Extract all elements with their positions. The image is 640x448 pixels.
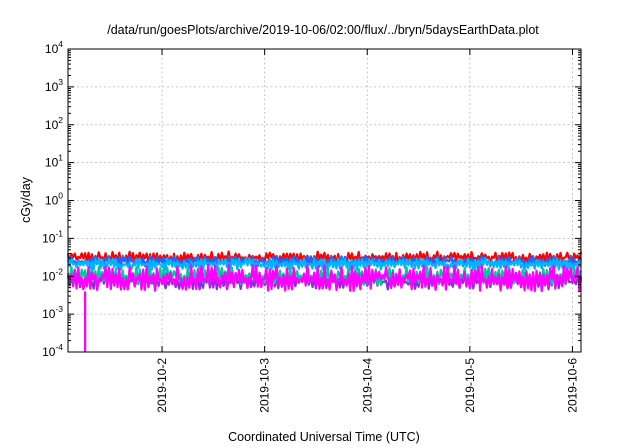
y-tick-label: 102 <box>45 115 63 132</box>
y-tick-label: 10-3 <box>42 304 63 321</box>
series-line <box>66 250 583 265</box>
plot-area <box>66 250 583 352</box>
x-axis-label: Coordinated Universal Time (UTC) <box>228 430 420 444</box>
x-tick-label: 2019-10-2 <box>155 358 169 413</box>
y-tick-label: 103 <box>45 77 63 94</box>
x-tick-label: 2019-10-4 <box>360 358 374 413</box>
y-tick-label: 10-1 <box>42 228 63 245</box>
y-axis: 10-4 10-3 10-2 10-1 100 101 102 103 104 <box>42 39 581 359</box>
chart-title: /data/run/goesPlots/archive/2019-10-06/0… <box>107 23 539 37</box>
y-tick-label: 10-2 <box>42 266 63 283</box>
y-axis-label: cGy/day <box>19 176 33 223</box>
x-tick-label: 2019-10-3 <box>258 358 272 413</box>
y-tick-label: 101 <box>45 153 63 170</box>
x-tick-label: 2019-10-5 <box>463 358 477 413</box>
y-tick-label: 100 <box>45 191 63 208</box>
x-tick-label: 2019-10-6 <box>565 358 579 413</box>
y-tick-label: 10-4 <box>42 342 63 359</box>
y-tick-label: 104 <box>45 39 63 56</box>
x-axis: 2019-10-2 2019-10-3 2019-10-4 2019-10-5 2019… <box>155 49 579 413</box>
series-line <box>66 263 583 293</box>
grid <box>68 49 581 352</box>
series-line <box>66 257 583 271</box>
